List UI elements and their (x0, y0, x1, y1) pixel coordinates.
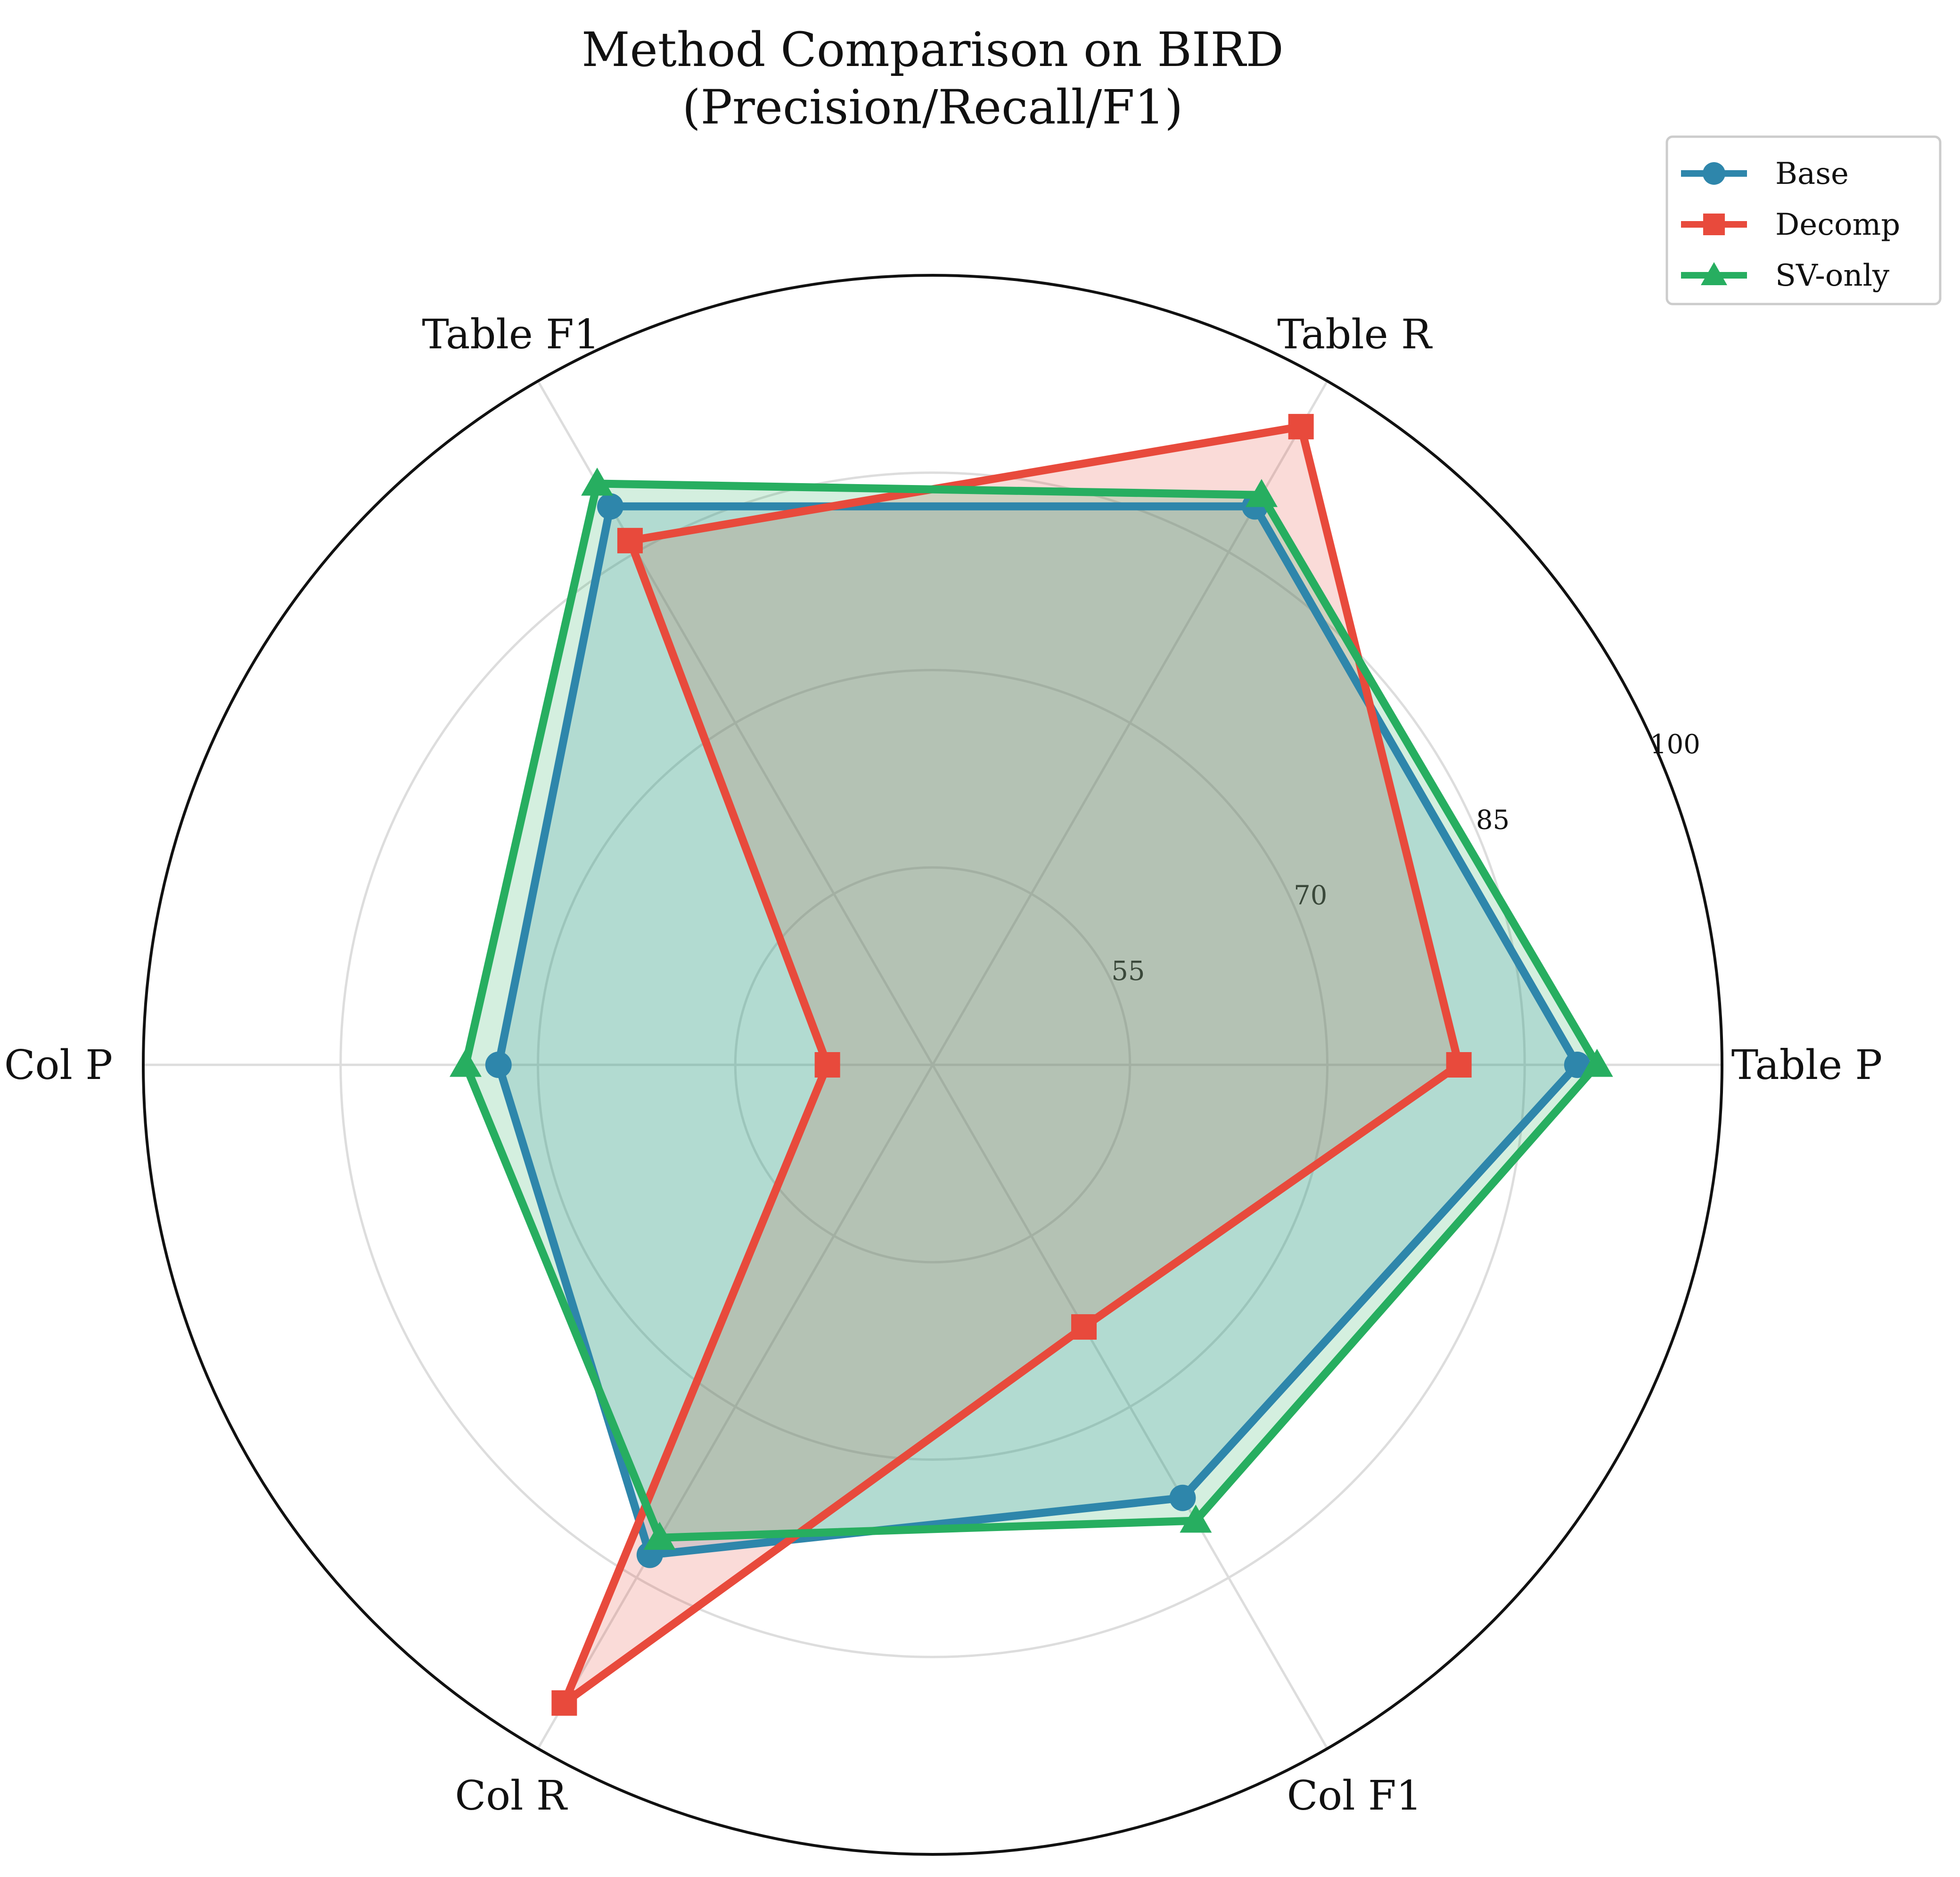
data-point-decomp-table-p (1446, 1052, 1472, 1078)
chart-title-line-1: Method Comparison on BIRD (582, 22, 1284, 77)
chart-title-line-2: (Precision/Recall/F1) (682, 80, 1183, 135)
data-point-sv-only-table-f1 (581, 467, 614, 496)
legend: Base Decomp SV-only (1665, 135, 1942, 305)
series-markers-decomp (551, 414, 1472, 1716)
outer-frame (142, 274, 1723, 1856)
legend-item-base: Base (1681, 156, 1849, 191)
data-point-base-col-f1 (1169, 1484, 1196, 1511)
legend-item-decomp: Decomp (1681, 207, 1900, 242)
data-point-sv-only-col-r (643, 1522, 676, 1550)
legend-label-sv-only: SV-only (1775, 258, 1889, 293)
axis-label-table-r: Table R (1277, 311, 1433, 358)
legend-label-base: Base (1775, 156, 1849, 191)
data-point-sv-only-col-p (449, 1049, 482, 1077)
axis-label-table-p: Table P (1731, 1042, 1883, 1089)
series-fill-base (498, 506, 1577, 1555)
legend-label-decomp: Decomp (1775, 207, 1900, 242)
r-tick-label-55: 55 (1111, 956, 1145, 987)
radar-grid: 55 70 85 100 (142, 274, 1723, 1856)
legend-item-sv-only: SV-only (1681, 258, 1889, 293)
r-tick-label-85: 85 (1476, 805, 1509, 835)
data-point-decomp-col-f1 (1071, 1314, 1097, 1340)
data-point-sv-only-table-p (1581, 1049, 1613, 1077)
r-tick-label-70: 70 (1294, 881, 1327, 911)
axis-labels: Table P Table R Table F1 Col P Col R Col F1 (4, 311, 1882, 1819)
grid-spoke-5 (931, 1064, 1329, 1749)
data-point-decomp-table-r (1288, 414, 1314, 440)
series-fill-sv-only (466, 484, 1597, 1538)
data-point-sv-only-col-f1 (1180, 1505, 1212, 1533)
series-layer (449, 414, 1613, 1716)
axis-label-table-f1: Table F1 (422, 311, 599, 358)
axis-label-col-p: Col P (4, 1042, 113, 1089)
data-point-decomp-table-f1 (617, 527, 643, 553)
data-point-base-table-p (1564, 1052, 1591, 1078)
data-point-base-col-p (485, 1052, 512, 1078)
grid-spoke-4 (537, 1064, 934, 1749)
legend-marker-decomp (1703, 214, 1725, 235)
legend-box (1665, 135, 1942, 305)
data-point-base-table-f1 (597, 493, 624, 520)
data-point-decomp-col-p (814, 1052, 840, 1078)
legend-marker-sv-only (1701, 262, 1727, 285)
axis-label-col-r: Col R (455, 1772, 567, 1819)
axis-label-col-f1: Col F1 (1287, 1772, 1422, 1819)
data-point-sv-only-table-r (1245, 479, 1278, 507)
series-fill-decomp (564, 427, 1459, 1703)
r-tick-label-100: 100 (1650, 729, 1700, 760)
data-point-decomp-col-r (551, 1690, 577, 1716)
legend-marker-base (1703, 162, 1725, 185)
series-markers-sv-only (449, 467, 1613, 1550)
